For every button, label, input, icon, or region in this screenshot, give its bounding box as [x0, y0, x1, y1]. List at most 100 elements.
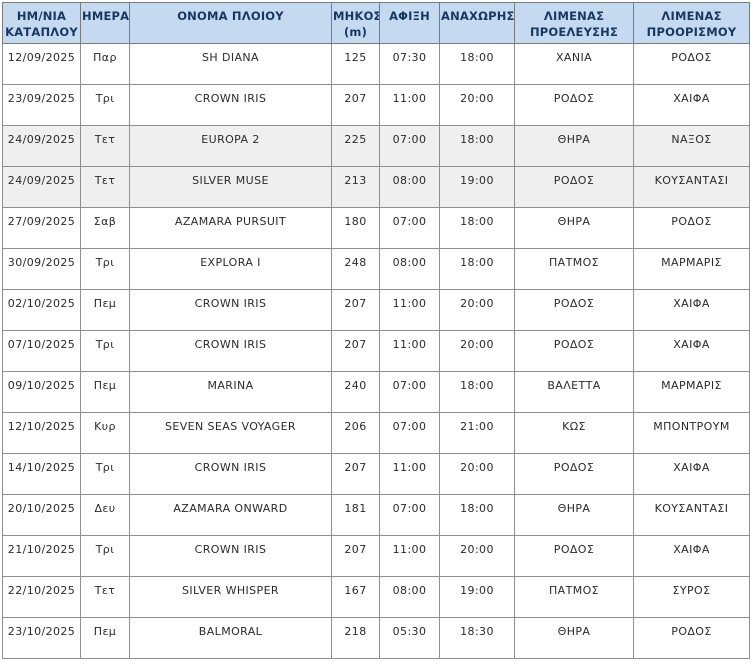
cell-origin: ΡΟΔΟΣ [514, 453, 634, 495]
cell-origin: ΘΗΡΑ [514, 617, 634, 659]
cell-origin: ΠΑΤΜΟΣ [514, 576, 634, 618]
cell-length: 207 [331, 453, 380, 495]
cell-origin: ΧΑΝΙΑ [514, 43, 634, 85]
cell-arrival: 11:00 [379, 289, 440, 331]
cell-ship-name: AZAMARA ONWARD [129, 494, 332, 536]
cell-departure: 18:00 [439, 207, 515, 249]
cell-day: Πεμ [80, 617, 130, 659]
cell-departure: 18:00 [439, 494, 515, 536]
cell-length: 181 [331, 494, 380, 536]
cell-day: Πεμ [80, 371, 130, 413]
table-row: 23/10/2025 Πεμ BALMORAL 218 05:30 18:30 … [2, 617, 750, 659]
cell-ship-name: EXPLORA I [129, 248, 332, 290]
column-header-length-m: ΜΗΚΟΣ (m) [331, 2, 380, 44]
cell-day: Τρι [80, 330, 130, 372]
cell-date: 23/10/2025 [2, 617, 81, 659]
cell-arrival: 07:00 [379, 207, 440, 249]
cell-destination: ΡΟΔΟΣ [633, 43, 750, 85]
cell-arrival: 08:00 [379, 166, 440, 208]
table-row: 12/09/2025 Παρ SH DIANA 125 07:30 18:00 … [2, 43, 750, 85]
table-row: 27/09/2025 Σαβ AZAMARA PURSUIT 180 07:00… [2, 207, 750, 249]
cell-ship-name: SILVER MUSE [129, 166, 332, 208]
cell-ship-name: CROWN IRIS [129, 453, 332, 495]
cell-origin: ΡΟΔΟΣ [514, 535, 634, 577]
cell-day: Τρι [80, 453, 130, 495]
cell-length: 207 [331, 289, 380, 331]
column-header-arrival: ΑΦΙΞΗ [379, 2, 440, 44]
cell-departure: 19:00 [439, 166, 515, 208]
cell-departure: 18:30 [439, 617, 515, 659]
cell-length: 207 [331, 330, 380, 372]
table-row: 14/10/2025 Τρι CROWN IRIS 207 11:00 20:0… [2, 453, 750, 495]
cell-day: Τρι [80, 248, 130, 290]
cell-date: 20/10/2025 [2, 494, 81, 536]
cell-origin: ΘΗΡΑ [514, 207, 634, 249]
cell-length: 225 [331, 125, 380, 167]
cell-date: 21/10/2025 [2, 535, 81, 577]
table-row: 20/10/2025 Δευ AZAMARA ONWARD 181 07:00 … [2, 494, 750, 536]
cell-ship-name: SEVEN SEAS VOYAGER [129, 412, 332, 454]
cell-date: 30/09/2025 [2, 248, 81, 290]
cell-arrival: 07:00 [379, 412, 440, 454]
cell-ship-name: AZAMARA PURSUIT [129, 207, 332, 249]
cell-day: Τετ [80, 125, 130, 167]
cell-destination: ΜΑΡΜΑΡΙΣ [633, 371, 750, 413]
cell-day: Πεμ [80, 289, 130, 331]
cell-departure: 20:00 [439, 84, 515, 126]
table-row: 30/09/2025 Τρι EXPLORA I 248 08:00 18:00… [2, 248, 750, 290]
cell-destination: ΧΑΙΦΑ [633, 330, 750, 372]
cell-date: 24/09/2025 [2, 166, 81, 208]
cell-origin: ΡΟΔΟΣ [514, 330, 634, 372]
cell-destination: ΝΑΞΟΣ [633, 125, 750, 167]
cell-length: 180 [331, 207, 380, 249]
cell-departure: 21:00 [439, 412, 515, 454]
cell-departure: 20:00 [439, 453, 515, 495]
table-row: 24/09/2025 Τετ EUROPA 2 225 07:00 18:00 … [2, 125, 750, 167]
cell-origin: ΒΑΛΕΤΤΑ [514, 371, 634, 413]
cell-origin: ΘΗΡΑ [514, 125, 634, 167]
cell-arrival: 11:00 [379, 453, 440, 495]
cell-date: 22/10/2025 [2, 576, 81, 618]
cell-arrival: 07:00 [379, 494, 440, 536]
cell-day: Τρι [80, 535, 130, 577]
cell-origin: ΚΩΣ [514, 412, 634, 454]
cell-destination: ΜΠΟΝΤΡΟΥΜ [633, 412, 750, 454]
cell-departure: 18:00 [439, 43, 515, 85]
cell-date: 12/10/2025 [2, 412, 81, 454]
cell-destination: ΡΟΔΟΣ [633, 617, 750, 659]
cell-ship-name: CROWN IRIS [129, 330, 332, 372]
cell-origin: ΡΟΔΟΣ [514, 166, 634, 208]
cell-arrival: 08:00 [379, 248, 440, 290]
cell-departure: 20:00 [439, 535, 515, 577]
column-header-ship-name: ΟΝΟΜΑ ΠΛΟΙΟΥ [129, 2, 332, 44]
cell-date: 09/10/2025 [2, 371, 81, 413]
cell-length: 240 [331, 371, 380, 413]
cell-date: 12/09/2025 [2, 43, 81, 85]
cell-origin: ΡΟΔΟΣ [514, 84, 634, 126]
cell-destination: ΡΟΔΟΣ [633, 207, 750, 249]
cell-date: 14/10/2025 [2, 453, 81, 495]
cell-day: Κυρ [80, 412, 130, 454]
cell-date: 27/09/2025 [2, 207, 81, 249]
cell-destination: ΚΟΥΣΑΝΤΑΣΙ [633, 166, 750, 208]
cell-day: Δευ [80, 494, 130, 536]
cell-day: Τετ [80, 166, 130, 208]
table-row: 12/10/2025 Κυρ SEVEN SEAS VOYAGER 206 07… [2, 412, 750, 454]
table-row: 22/10/2025 Τετ SILVER WHISPER 167 08:00 … [2, 576, 750, 618]
cell-day: Παρ [80, 43, 130, 85]
cell-date: 23/09/2025 [2, 84, 81, 126]
cell-origin: ΘΗΡΑ [514, 494, 634, 536]
cell-arrival: 11:00 [379, 330, 440, 372]
cell-destination: ΧΑΙΦΑ [633, 84, 750, 126]
cell-arrival: 07:00 [379, 125, 440, 167]
column-header-port-of-destination: ΛΙΜΕΝΑΣ ΠΡΟΟΡΙΣΜΟΥ [633, 2, 750, 44]
cell-arrival: 11:00 [379, 84, 440, 126]
cell-departure: 19:00 [439, 576, 515, 618]
cell-ship-name: CROWN IRIS [129, 535, 332, 577]
cell-departure: 18:00 [439, 371, 515, 413]
cell-date: 24/09/2025 [2, 125, 81, 167]
cell-arrival: 11:00 [379, 535, 440, 577]
cell-destination: ΣΥΡΟΣ [633, 576, 750, 618]
